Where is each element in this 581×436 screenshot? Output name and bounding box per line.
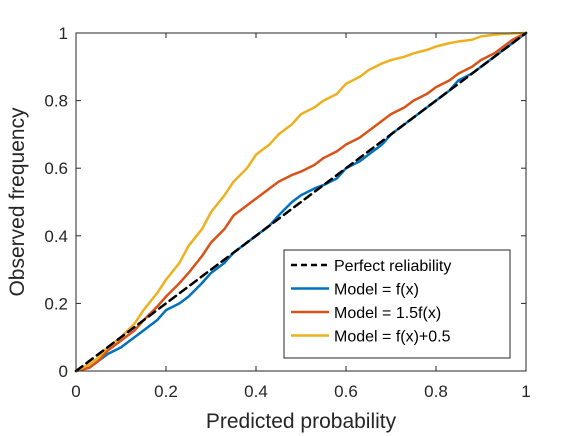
- legend-box: [283, 249, 511, 359]
- x-axis-label: Predicted probability: [206, 410, 397, 433]
- series-layer: [74, 31, 528, 373]
- x-tick-label: 0.4: [244, 382, 268, 401]
- plot-frame: [75, 32, 527, 372]
- legend-label-model-1-5fx: Model = 1.5f(x): [334, 305, 441, 322]
- y-tick-label: 0.2: [44, 294, 68, 313]
- legend-label-model-fx-plus-0-5: Model = f(x)+0.5: [334, 329, 451, 346]
- x-tick-label: 0.8: [424, 382, 448, 401]
- series-line-model-1-5f-x: [74, 31, 528, 373]
- legend-item-model-1-5fx: Model = 1.5f(x): [291, 305, 441, 322]
- y-axis-label: Observed frequency: [6, 107, 29, 297]
- legend-item-model-fx-plus-0-5: Model = f(x)+0.5: [291, 329, 451, 346]
- x-tick-label: 0.6: [334, 382, 358, 401]
- x-tick-label: 0.2: [154, 382, 178, 401]
- tick-layer: 0 0.2 0.4 0.6 0.8 1 0 0.2 0.4 0.6 0.8 1: [44, 24, 530, 401]
- y-tick-label: 0.8: [44, 92, 68, 111]
- y-tick-label: 1: [59, 24, 68, 43]
- legend-label-perfect-reliability: Perfect reliability: [334, 258, 451, 275]
- y-tick-label: 0.4: [44, 227, 68, 246]
- legend-item-perfect-reliability: Perfect reliability: [291, 258, 451, 275]
- legend-label-model-fx: Model = f(x): [334, 282, 419, 299]
- x-tick-label: 1: [521, 382, 530, 401]
- legend-item-model-fx: Model = f(x): [291, 282, 419, 299]
- x-tick-label: 0: [71, 382, 80, 401]
- series-line-perfect-reliability: [74, 31, 528, 373]
- series-line-model-f-x-0-5: [74, 31, 528, 373]
- legend: Perfect reliability Model = f(x) Model =…: [283, 249, 511, 359]
- y-tick-label: 0: [59, 362, 68, 381]
- y-tick-label: 0.6: [44, 159, 68, 178]
